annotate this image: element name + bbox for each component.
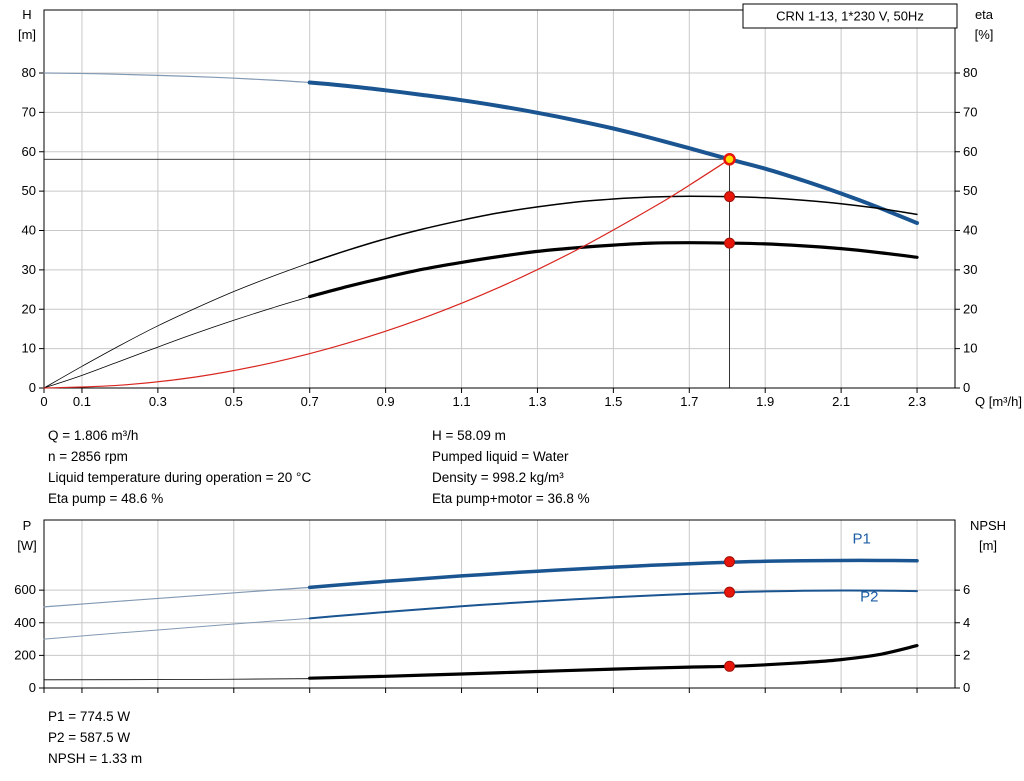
duty-info-left-column: Q = 1.806 m³/h n = 2856 rpm Liquid tempe… xyxy=(48,425,311,509)
y-right-tick-label: 2 xyxy=(963,647,970,662)
info-line-density: Density = 998.2 kg/m³ xyxy=(432,470,564,485)
x-tick-label: 0.7 xyxy=(301,394,319,409)
y-right-tick-label: 0 xyxy=(963,380,970,395)
y-right-axis-title: NPSH xyxy=(970,518,1006,533)
eta-pump xyxy=(308,195,918,264)
x-tick-label: 1.9 xyxy=(756,394,774,409)
grid-lines xyxy=(44,10,955,388)
y-left-tick-label: 600 xyxy=(14,582,36,597)
grid-lines xyxy=(44,520,955,688)
y-right-tick-label: 40 xyxy=(963,223,977,238)
y-left-axis-unit: [W] xyxy=(17,538,37,553)
y-right-axis-unit: [m] xyxy=(979,538,997,553)
info-line-head: H = 58.09 m xyxy=(432,428,506,443)
power-npsh-chart[interactable]: 0 200 400 600 0 2 4 6 P [W] NPSH [m] P1 P2 xyxy=(0,505,1024,705)
y-left-tick-label: 10 xyxy=(22,341,36,356)
y-right-axis-unit: [%] xyxy=(975,27,994,42)
npsh-extension xyxy=(43,678,311,681)
p2-curve xyxy=(308,589,918,620)
npsh-curve xyxy=(308,644,919,680)
y-left-tick-label: 40 xyxy=(22,223,36,238)
system-curve xyxy=(43,158,731,389)
p2-extension xyxy=(43,617,311,640)
x-tick-label: 1.3 xyxy=(528,394,546,409)
eta-pump-extension xyxy=(43,262,311,389)
curve-point-marker xyxy=(724,586,736,598)
x-axis-title: Q [m³/h] xyxy=(975,394,1022,409)
x-tick-label: 1.5 xyxy=(604,394,622,409)
x-tick-label: 0 xyxy=(40,394,47,409)
y-right-tick-label: 4 xyxy=(963,615,970,630)
y-right-axis-title: eta xyxy=(975,7,994,22)
info-line-pumped-liquid: Pumped liquid = Water xyxy=(432,449,569,464)
curve-point-marker xyxy=(724,660,736,672)
y-right-tick-label: 20 xyxy=(963,301,977,316)
info-line-eta-pump-motor: Eta pump+motor = 36.8 % xyxy=(432,491,590,506)
power-info-column: P1 = 774.5 W P2 = 587.5 W NPSH = 1.33 m xyxy=(48,706,142,769)
y-right-tick-label: 30 xyxy=(963,262,977,277)
plot-border xyxy=(43,9,956,389)
y-right-tick-label: 0 xyxy=(963,680,970,695)
p1-curve xyxy=(307,558,919,590)
curve-point-marker xyxy=(724,237,736,249)
y-right-tick-label: 80 xyxy=(963,65,977,80)
pump-curve-extension xyxy=(43,72,311,84)
y-left-tick-label: 30 xyxy=(22,262,36,277)
y-right-tick-label: 70 xyxy=(963,104,977,119)
duty-point-marker[interactable] xyxy=(723,153,736,166)
y-right-tick-label: 50 xyxy=(963,183,977,198)
y-left-axis-unit: [m] xyxy=(18,27,36,42)
y-left-tick-label: 400 xyxy=(14,615,36,630)
y-left-tick-label: 0 xyxy=(29,680,36,695)
x-tick-label: 2.3 xyxy=(908,394,926,409)
chart-title: CRN 1-13, 1*230 V, 50Hz xyxy=(776,9,924,24)
x-tick-label: 1.7 xyxy=(680,394,698,409)
y-left-tick-label: 200 xyxy=(14,647,36,662)
y-left-axis-title: H xyxy=(22,7,31,22)
y-right-tick-label: 60 xyxy=(963,144,977,159)
y-left-tick-label: 0 xyxy=(29,380,36,395)
curve-label-p1: P1 xyxy=(853,531,871,548)
info-line-npsh: NPSH = 1.33 m xyxy=(48,751,143,766)
x-tick-label: 0.9 xyxy=(377,394,395,409)
x-tick-label: 0.1 xyxy=(73,394,91,409)
y-left-tick-label: 80 xyxy=(22,65,36,80)
info-line-p1: P1 = 774.5 W xyxy=(48,709,131,724)
axis-ticks-and-labels: 0 0.1 0.3 0.5 0.7 0.9 1.1 1.3 1.5 1.7 1.9 2.1 2.3 0 10… xyxy=(22,65,978,409)
y-left-tick-label: 20 xyxy=(22,301,36,316)
x-tick-label: 2.1 xyxy=(832,394,850,409)
y-left-axis-title: P xyxy=(23,518,32,533)
eta-pump-motor-extension xyxy=(43,296,311,389)
plot-border xyxy=(43,519,956,689)
curve-point-marker xyxy=(724,556,736,568)
info-line-speed: n = 2856 rpm xyxy=(48,449,128,464)
chart-title-box xyxy=(742,3,958,29)
pump-curve-h xyxy=(307,80,919,225)
p1-extension xyxy=(43,586,311,608)
eta-pump-motor xyxy=(308,241,919,299)
info-line-flow: Q = 1.806 m³/h xyxy=(48,428,139,443)
x-tick-label: 1.1 xyxy=(453,394,471,409)
info-line-p2: P2 = 587.5 W xyxy=(48,730,131,745)
qh-eta-chart[interactable]: 0 0.1 0.3 0.5 0.7 0.9 1.1 1.3 1.5 1.7 1.9 2.1 2.3 0 10… xyxy=(0,0,1024,420)
y-left-tick-label: 70 xyxy=(22,104,36,119)
y-left-tick-label: 50 xyxy=(22,183,36,198)
info-line-liquid-temperature: Liquid temperature during operation = 20… xyxy=(48,470,312,485)
duty-info-right-column: H = 58.09 m Pumped liquid = Water Densit… xyxy=(432,425,590,509)
axis-ticks-and-labels: 0 200 400 600 0 2 4 6 xyxy=(14,582,970,695)
x-tick-label: 0.3 xyxy=(149,394,167,409)
y-left-tick-label: 60 xyxy=(22,144,36,159)
info-line-eta-pump: Eta pump = 48.6 % xyxy=(48,491,164,506)
x-tick-label: 0.5 xyxy=(225,394,243,409)
y-right-tick-label: 10 xyxy=(963,341,977,356)
curve-label-p2: P2 xyxy=(860,589,878,606)
y-right-tick-label: 6 xyxy=(963,582,970,597)
curve-point-marker xyxy=(724,191,736,203)
